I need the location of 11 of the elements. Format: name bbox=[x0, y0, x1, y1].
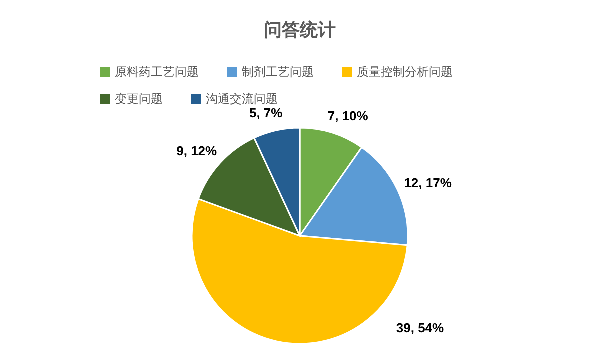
data-label: 12, 17% bbox=[404, 175, 452, 190]
data-label: 9, 12% bbox=[176, 143, 218, 158]
legend-label: 制剂工艺问题 bbox=[242, 65, 314, 79]
data-label: 7, 10% bbox=[328, 108, 369, 124]
legend-label: 质量控制分析问题 bbox=[357, 65, 453, 79]
data-label: 39, 54% bbox=[396, 320, 445, 336]
legend-label: 沟通交流问题 bbox=[206, 92, 278, 106]
data-label: 5, 7% bbox=[249, 105, 284, 120]
chart-title: 问答统计 bbox=[264, 20, 336, 40]
legend-label: 变更问题 bbox=[115, 92, 163, 106]
legend-label: 原料药工艺问题 bbox=[115, 65, 199, 79]
